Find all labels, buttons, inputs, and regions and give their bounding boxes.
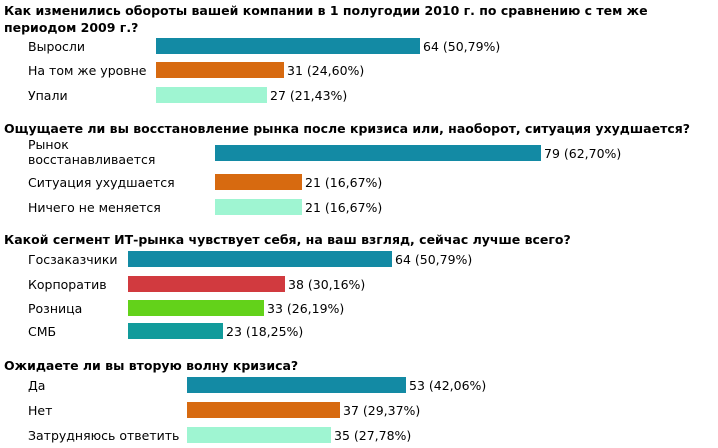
value-label: 31 (24,60%) [287, 63, 365, 78]
answer-row: На том же уровне 31 (24,60%) [0, 61, 718, 81]
answer-label: Выросли [28, 39, 86, 54]
bar-mark [128, 300, 264, 316]
answer-row: Ничего не меняется 21 (16,67%) [0, 198, 718, 218]
value-label: 33 (26,19%) [267, 301, 345, 316]
bar-mark [187, 427, 331, 443]
bar-mark [156, 87, 267, 103]
value-label: 21 (16,67%) [305, 175, 383, 190]
answer-row: Затрудняюсь ответить 35 (27,78%) [0, 426, 718, 446]
answer-label: Розница [28, 301, 83, 316]
question-title: Ожидаете ли вы вторую волну кризиса? [4, 358, 299, 373]
bar-mark [215, 145, 541, 161]
question-title: Ощущаете ли вы восстановление рынка посл… [4, 121, 691, 136]
bar-mark [128, 323, 223, 339]
answer-row: Госзаказчики 64 (50,79%) [0, 250, 718, 270]
answer-label: Упали [28, 88, 68, 103]
answer-row: Корпоратив 38 (30,16%) [0, 275, 718, 295]
value-label: 35 (27,78%) [334, 428, 412, 443]
answer-row: Выросли 64 (50,79%) [0, 37, 718, 57]
answer-label: Затрудняюсь ответить [28, 428, 180, 443]
bar-mark [215, 199, 302, 215]
bar-mark [128, 276, 285, 292]
value-label: 27 (21,43%) [270, 88, 348, 103]
bar-mark [187, 377, 406, 393]
value-label: 64 (50,79%) [423, 39, 501, 54]
answer-label: Ничего не меняется [28, 200, 161, 215]
question-title: Как изменились обороты вашей компании в … [4, 2, 648, 36]
answer-label: Нет [28, 403, 53, 418]
question-title-line: Как изменились обороты вашей компании в … [4, 3, 648, 18]
answer-label: Корпоратив [28, 277, 107, 292]
answer-label: Ситуация ухудшается [28, 175, 175, 190]
answer-label-line: Рынок [28, 137, 69, 152]
answer-row: Да 53 (42,06%) [0, 376, 718, 396]
question-title-line: периодом 2009 г.? [4, 20, 139, 35]
value-label: 21 (16,67%) [305, 200, 383, 215]
answer-row: СМБ 23 (18,25%) [0, 322, 718, 342]
bar-mark [156, 62, 284, 78]
answer-label: Да [28, 378, 46, 393]
value-label: 53 (42,06%) [409, 378, 487, 393]
question-title: Какой сегмент ИТ-рынка чувствует себя, н… [4, 232, 571, 247]
answer-label: Рынок восстанавливается [28, 137, 155, 169]
bar-mark [215, 174, 302, 190]
value-label: 23 (18,25%) [226, 324, 304, 339]
value-label: 37 (29,37%) [343, 403, 421, 418]
answer-row: Ситуация ухудшается 21 (16,67%) [0, 173, 718, 193]
answer-row: Рынок восстанавливается 79 (62,70%) [0, 137, 718, 167]
answer-label: Госзаказчики [28, 252, 118, 267]
answer-row: Розница 33 (26,19%) [0, 299, 718, 319]
value-label: 64 (50,79%) [395, 252, 473, 267]
answer-row: Нет 37 (29,37%) [0, 401, 718, 421]
value-label: 38 (30,16%) [288, 277, 366, 292]
answer-label-line: восстанавливается [28, 152, 156, 167]
bar-mark [187, 402, 340, 418]
answer-label: СМБ [28, 324, 57, 339]
answer-row: Упали 27 (21,43%) [0, 86, 718, 106]
answer-label: На том же уровне [28, 63, 147, 78]
value-label: 79 (62,70%) [544, 146, 622, 161]
bar-mark [128, 251, 392, 267]
bar-mark [156, 38, 420, 54]
